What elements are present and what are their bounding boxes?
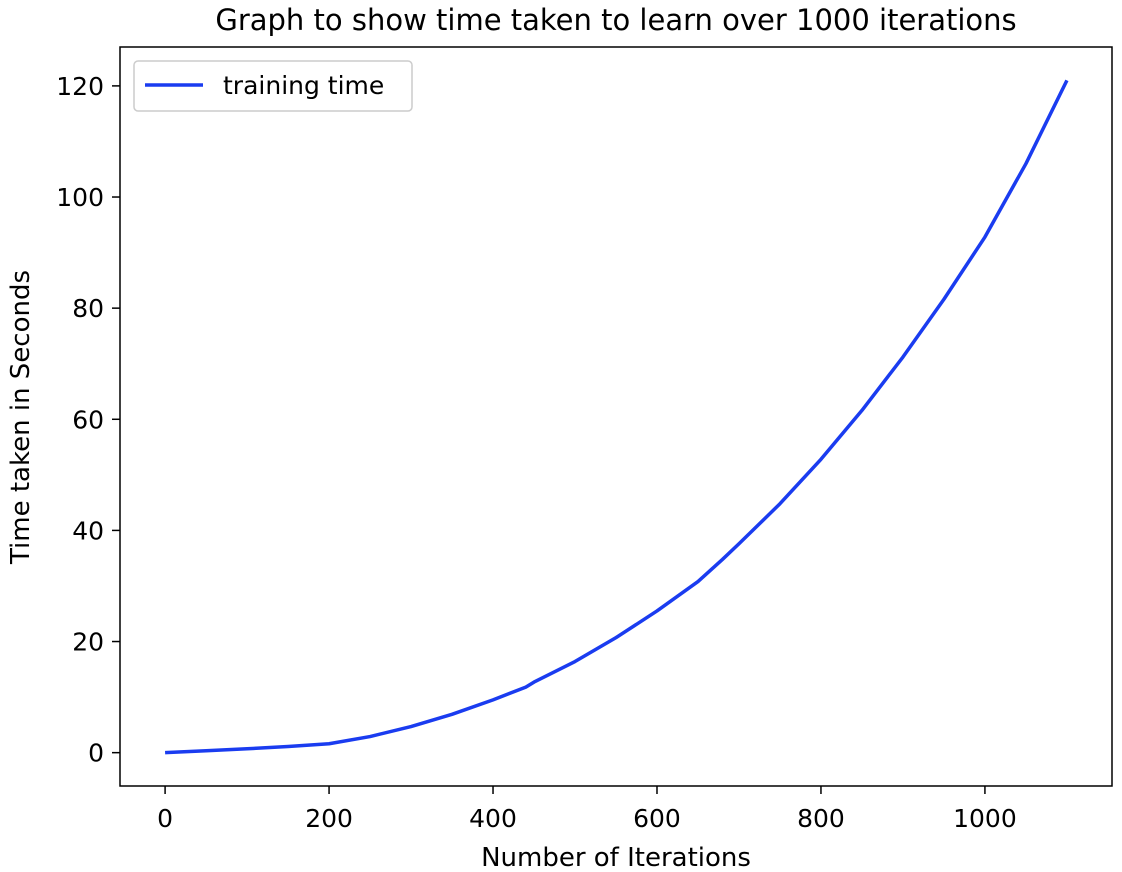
y-tick-label: 0 [88, 739, 104, 768]
y-tick-label: 120 [56, 72, 104, 101]
y-tick-label: 20 [72, 628, 104, 657]
y-tick-label: 40 [72, 516, 104, 545]
x-tick-label: 1000 [953, 804, 1017, 833]
y-tick-label: 80 [72, 294, 104, 323]
y-axis: 0 20 40 60 80 100 120 [56, 72, 120, 768]
y-tick-label: 60 [72, 405, 104, 434]
y-tick-label: 100 [56, 183, 104, 212]
legend-label: training time [223, 71, 384, 100]
legend-box [133, 60, 413, 112]
x-tick-label: 800 [797, 804, 845, 833]
x-tick-label: 0 [157, 804, 173, 833]
series-line-0 [165, 79, 1069, 755]
series-layer [165, 79, 1069, 755]
x-tick-label: 600 [633, 804, 681, 833]
plot-frame [119, 46, 1113, 787]
x-tick-label: 400 [469, 804, 517, 833]
x-axis: 0 200 400 600 800 1000 [157, 786, 1017, 833]
x-tick-label: 200 [305, 804, 353, 833]
chart-title: Graph to show time taken to learn over 1… [215, 3, 1016, 37]
x-axis-label: Number of Iterations [481, 843, 751, 872]
y-axis-label: Time taken in Seconds [6, 270, 36, 565]
legend: training time [133, 60, 413, 112]
